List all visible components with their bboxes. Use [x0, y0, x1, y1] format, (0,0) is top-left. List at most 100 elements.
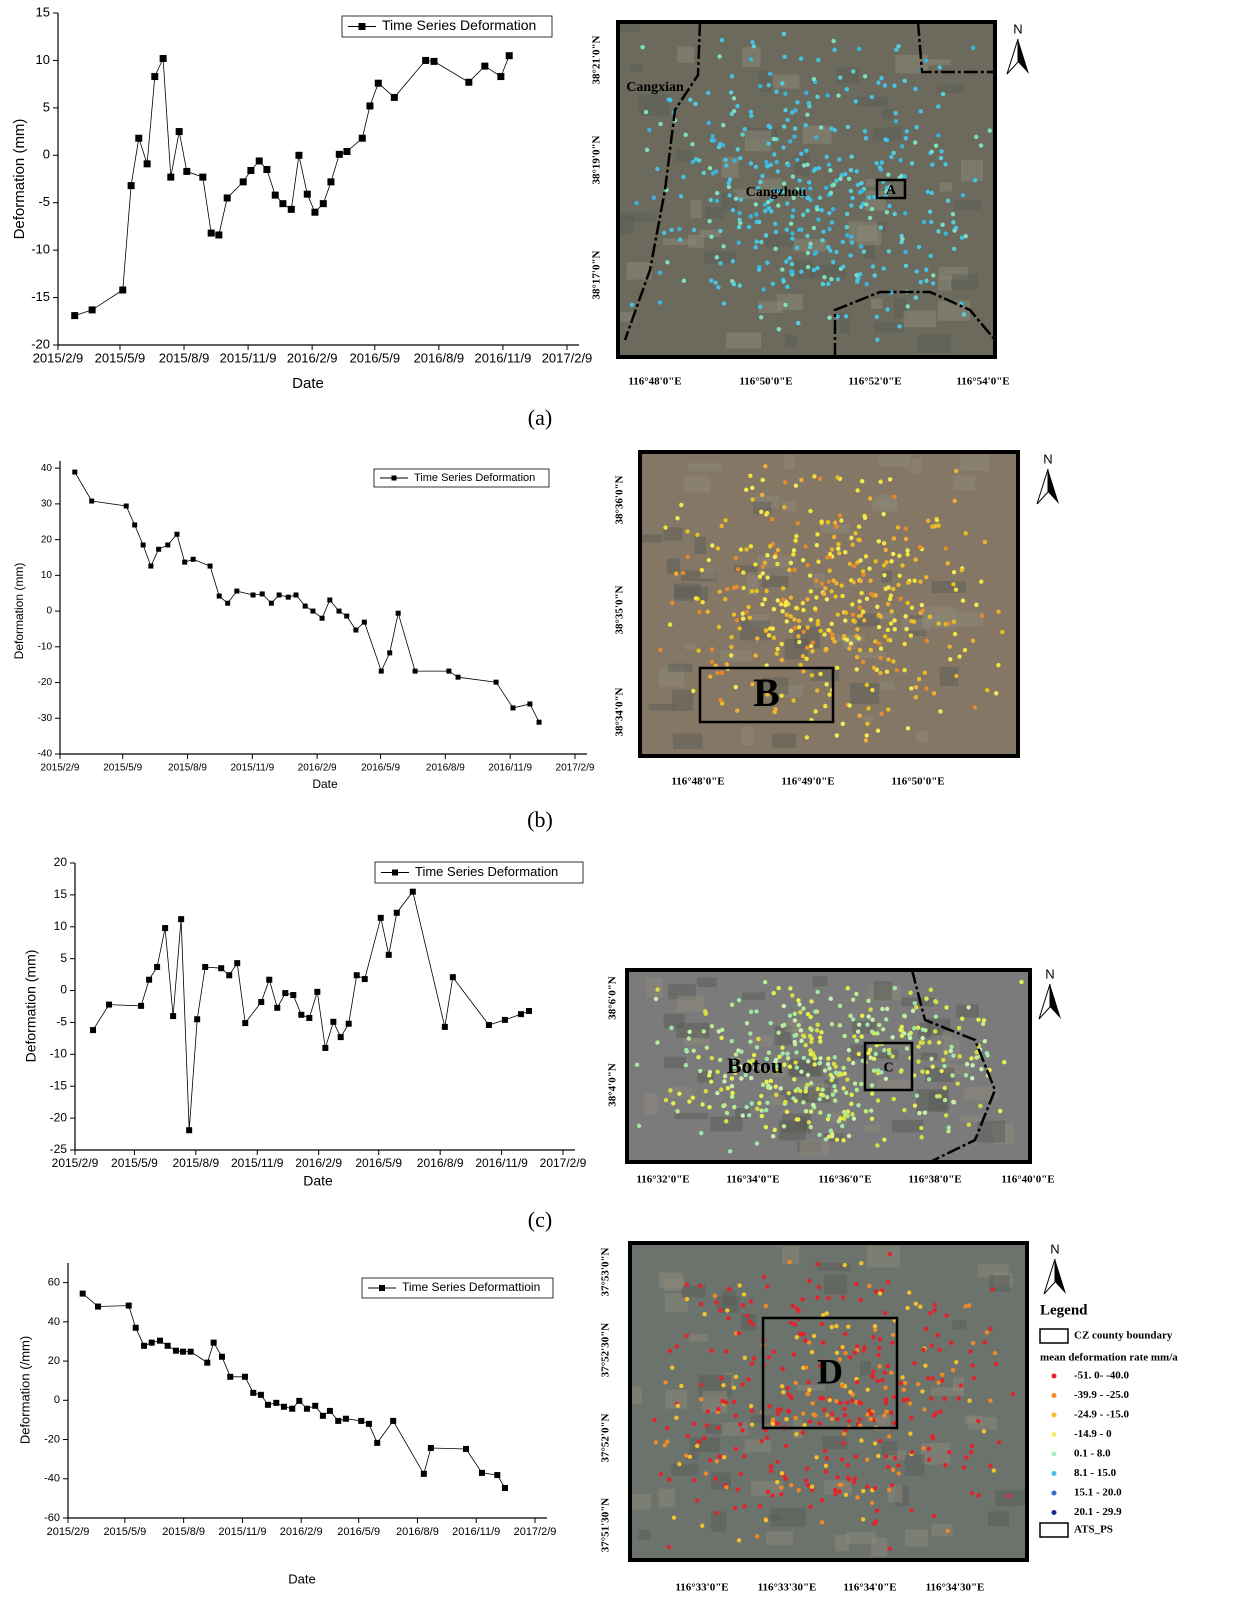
x-tick-label: 2015/5/9 — [103, 763, 142, 774]
ps-point — [859, 1081, 864, 1087]
latitude-label: 37°52'0"N — [600, 1413, 612, 1462]
ps-point — [741, 570, 746, 575]
ps-point — [945, 621, 951, 626]
ps-point — [871, 1068, 877, 1073]
ps-point — [790, 993, 795, 998]
ps-point — [794, 1335, 800, 1340]
ps-point — [677, 1461, 682, 1467]
ps-point — [907, 1401, 913, 1406]
ps-point — [732, 1064, 737, 1070]
ps-point — [831, 578, 836, 583]
ps-point — [861, 572, 866, 577]
map-texture — [943, 1064, 970, 1075]
ps-point — [832, 1487, 838, 1493]
ps-point — [957, 654, 962, 659]
ps-point — [814, 135, 819, 140]
ps-point — [916, 1025, 921, 1030]
map-texture — [663, 527, 683, 541]
x-tick-label: 2015/8/9 — [159, 350, 210, 365]
ps-point — [794, 1050, 799, 1055]
map-texture — [688, 1334, 708, 1342]
ps-point — [775, 1479, 780, 1485]
ps-point — [758, 179, 763, 185]
ps-point — [829, 547, 835, 552]
area-label: B — [753, 670, 780, 715]
ps-point — [827, 210, 832, 216]
map-texture — [951, 274, 979, 290]
ps-point — [883, 1400, 889, 1406]
data-point — [264, 1401, 271, 1408]
ps-point — [884, 669, 890, 674]
ps-point — [869, 1116, 875, 1121]
ps-point — [877, 1022, 882, 1028]
ps-point — [956, 1025, 962, 1031]
ps-point — [970, 1363, 975, 1368]
data-point — [179, 1348, 186, 1355]
map-texture — [813, 573, 825, 589]
ps-point — [756, 1036, 761, 1042]
ps-point — [775, 547, 781, 553]
ps-point — [843, 171, 848, 177]
data-point — [154, 963, 161, 970]
ps-point — [738, 156, 743, 161]
data-point — [336, 608, 342, 614]
ps-point — [729, 634, 734, 640]
map-texture — [875, 612, 896, 620]
ps-point — [938, 155, 944, 161]
ps-point — [968, 1349, 973, 1354]
ps-point — [792, 617, 797, 622]
ps-point — [696, 648, 701, 653]
ps-point — [753, 653, 758, 658]
ps-point — [909, 161, 915, 166]
ps-point — [724, 662, 729, 667]
data-point — [138, 1002, 145, 1009]
map-texture — [747, 574, 758, 596]
ps-point — [805, 1011, 811, 1017]
ps-point — [706, 90, 711, 96]
map-texture — [977, 1120, 1005, 1143]
ps-point — [792, 134, 797, 139]
ps-point — [913, 694, 919, 700]
ps-point — [862, 1345, 867, 1350]
ps-point — [979, 579, 984, 584]
ps-point — [858, 558, 863, 563]
latitude-label: 37°52'30"N — [600, 1323, 612, 1378]
longitude-label: 116°32'0"E — [636, 1174, 689, 1186]
ps-point — [877, 1336, 883, 1342]
map-texture — [734, 565, 764, 573]
data-point — [143, 160, 151, 168]
ps-point — [917, 544, 923, 550]
map-texture — [939, 666, 959, 686]
ps-point — [838, 176, 843, 181]
map-texture — [928, 1090, 948, 1113]
data-point — [123, 503, 129, 509]
ps-point — [707, 1069, 713, 1075]
ps-point — [829, 589, 834, 594]
ps-point — [982, 1340, 988, 1345]
ps-point — [698, 1301, 704, 1307]
ps-point — [858, 1297, 863, 1303]
map-texture — [783, 454, 796, 470]
ps-point — [665, 1426, 670, 1431]
ps-point — [805, 1072, 811, 1078]
ps-point — [869, 206, 875, 212]
ps-point — [811, 168, 817, 173]
ps-point — [731, 96, 737, 101]
ps-point — [933, 999, 939, 1005]
ps-point — [917, 1110, 922, 1116]
ps-point — [842, 1431, 847, 1436]
map-texture — [720, 650, 752, 662]
map-texture — [676, 995, 705, 1012]
ps-point — [729, 1076, 735, 1081]
ps-point — [655, 987, 660, 992]
ps-point — [793, 1380, 798, 1386]
ps-point — [886, 172, 891, 177]
data-point — [463, 1445, 470, 1452]
ps-point — [833, 1088, 838, 1094]
ps-point — [831, 1061, 837, 1067]
ps-point — [744, 1104, 749, 1110]
map-texture — [762, 677, 789, 695]
ps-point — [835, 475, 840, 480]
ps-point — [801, 1055, 807, 1061]
data-point — [182, 559, 188, 565]
